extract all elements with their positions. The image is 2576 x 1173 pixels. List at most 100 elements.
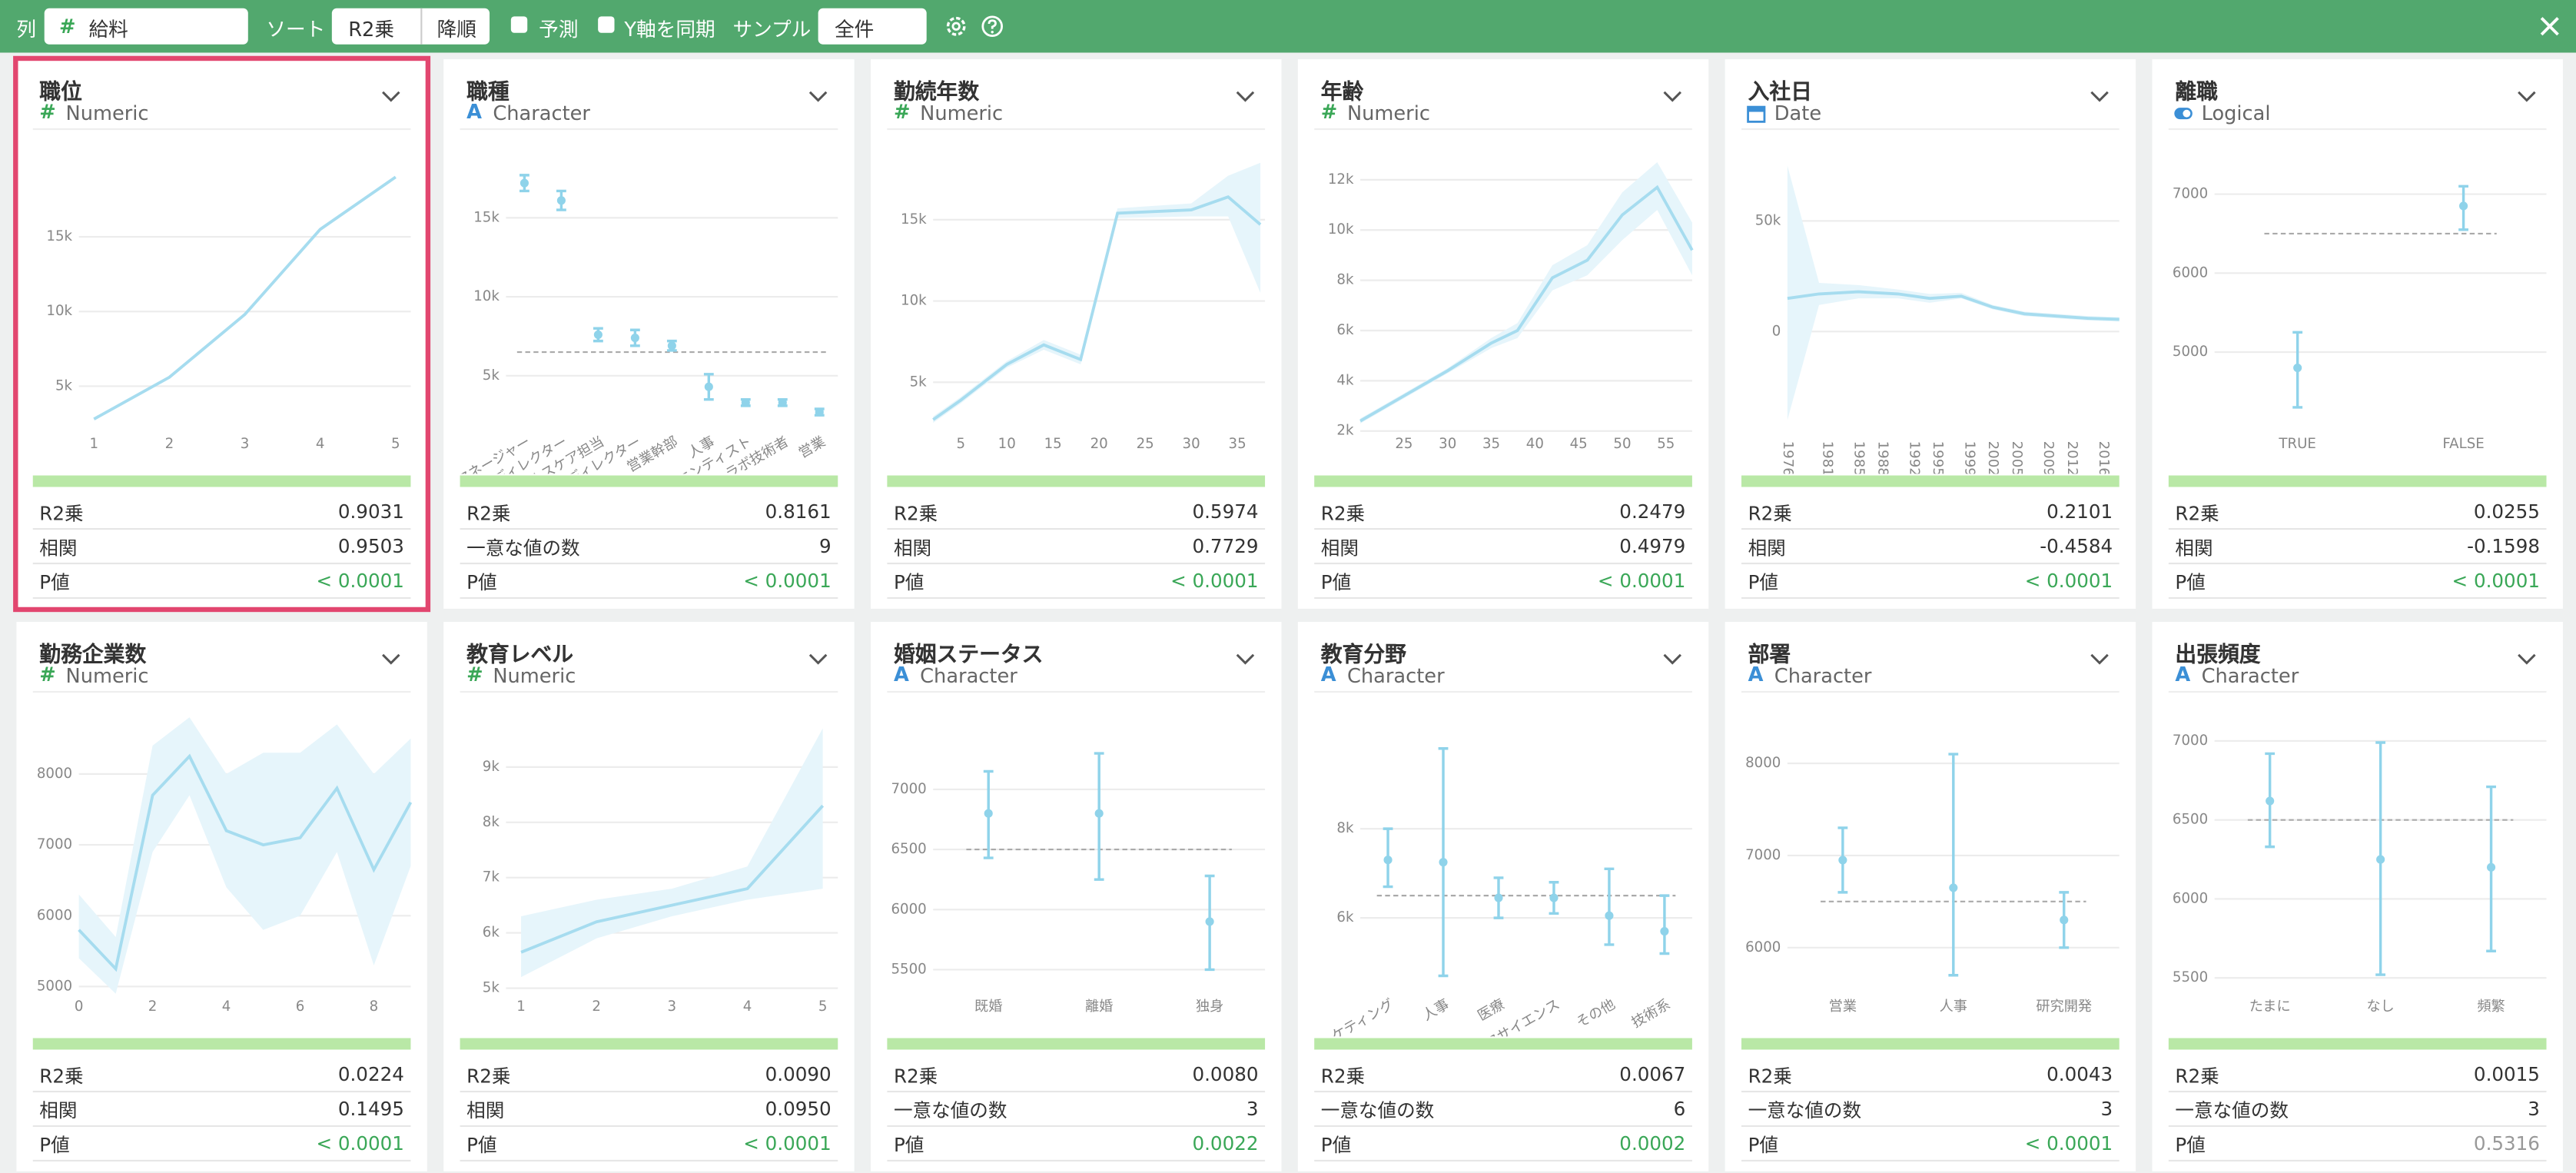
y-tick-label: 7000: [891, 781, 926, 797]
x-tick-label: 55: [1657, 436, 1675, 452]
expand-icon[interactable]: [1236, 652, 1256, 668]
divider: [1741, 128, 2120, 131]
expand-icon[interactable]: [2090, 652, 2110, 668]
stat-row: 相関 0.0950: [460, 1091, 838, 1128]
column-type: Character: [1774, 664, 1872, 688]
mean-point: [593, 330, 603, 339]
mean-point: [1838, 856, 1847, 865]
divider: [2168, 690, 2547, 693]
stat-value: -0.1598: [2467, 534, 2540, 558]
x-tick-label: 1: [89, 436, 98, 452]
stat-row: R2乗 0.0043: [1741, 1056, 2120, 1093]
x-tick-label: 2: [148, 999, 158, 1015]
y-tick-label: 4k: [1336, 372, 1354, 388]
column-card[interactable]: 職位 Numeric # R2乗 0.9031 相関 0.9503 P値 < 0.0001 5k 1…: [13, 55, 431, 613]
stat-label: R2乗: [39, 501, 84, 525]
column-card[interactable]: 教育分野 Character A R2乗 0.0067 一意な値の数 6 P値 0.0002 6k…: [1297, 622, 1709, 1171]
close-icon[interactable]: [2538, 15, 2561, 38]
chevron: [1663, 653, 1681, 665]
column-type: Character: [493, 101, 590, 125]
stat-label: 一意な値の数: [893, 1098, 1007, 1122]
y-tick-label: 5500: [891, 961, 926, 977]
x-tick-label: 3: [241, 436, 250, 452]
column-card[interactable]: 勤務企業数 Numeric # R2乗 0.0224 相関 0.1495 P値 < 0.0001…: [16, 622, 427, 1171]
column-select[interactable]: # 給料: [44, 8, 248, 45]
value: R2乗: [348, 18, 395, 42]
stat-row: P値 < 0.0001: [1741, 1125, 2120, 1162]
expand-icon[interactable]: [1662, 89, 1682, 105]
stat-label: 一意な値の数: [466, 536, 580, 560]
stat-row: R2乗 0.0067: [1314, 1056, 1692, 1093]
column-type: Numeric: [493, 664, 576, 688]
checkbox[interactable]: [510, 16, 528, 33]
y-tick-label: 8k: [483, 814, 500, 830]
card-title: 年齢: [1320, 80, 1364, 105]
column-card[interactable]: 入社日 Date R2乗 0.2101 相関 -0.4584 P値 < 0.0001 0 50k 1…: [1725, 59, 2136, 609]
column-card[interactable]: 出張頻度 Character A R2乗 0.0015 一意な値の数 3 P値 0.5316 55…: [2152, 622, 2563, 1171]
stat-label: R2乗: [1748, 1064, 1792, 1088]
trend-line: [78, 753, 413, 972]
label: サンプル: [732, 18, 812, 42]
value: 降順: [437, 18, 476, 42]
settings-icon[interactable]: [944, 15, 968, 38]
score-bar: [887, 1038, 1266, 1050]
y-tick-label: 5000: [37, 978, 72, 994]
column-card[interactable]: 教育レベル Numeric # R2乗 0.0090 相関 0.0950 P値 < 0.0001…: [443, 622, 855, 1171]
y-tick-label: 10k: [901, 293, 927, 309]
column-card[interactable]: 勤続年数 Numeric # R2乗 0.5974 相関 0.7729 P値 < 0.0001 5…: [871, 59, 1282, 609]
stat-value: < 0.0001: [2024, 1131, 2113, 1155]
stat-label: P値: [1320, 1133, 1352, 1157]
mean-point: [2486, 862, 2496, 872]
x-tick-label: 1992: [1906, 441, 1922, 474]
label: Y軸を同期: [624, 18, 715, 42]
expand-icon[interactable]: [808, 652, 828, 668]
mean-point: [1949, 883, 1958, 892]
x-tick-label: 45: [1570, 436, 1588, 452]
column-card[interactable]: 職種 Character A R2乗 0.8161 一意な値の数 9 P値 < 0.0001 5k…: [443, 59, 855, 609]
stat-row: P値 0.5316: [2168, 1125, 2547, 1162]
y-tick-label: 15k: [46, 228, 72, 244]
x-tick-label: 技術系: [1629, 996, 1674, 1031]
expand-icon[interactable]: [1662, 652, 1682, 668]
stat-row: 相関 -0.1598: [2168, 528, 2547, 565]
sample-select[interactable]: 全件: [818, 8, 927, 45]
stat-value: < 0.0001: [2452, 569, 2540, 593]
mean-point: [984, 809, 993, 818]
expand-icon[interactable]: [381, 652, 401, 668]
x-tick-label: その他: [1574, 996, 1618, 1031]
column-card[interactable]: 部署 Character A R2乗 0.0043 一意な値の数 3 P値 < 0.0001 60…: [1725, 622, 2136, 1171]
stat-value: < 0.0001: [316, 1131, 404, 1155]
expand-icon[interactable]: [2517, 652, 2537, 668]
x-tick-label: 10: [998, 436, 1016, 452]
mean-point: [1549, 893, 1559, 902]
expand-icon[interactable]: [808, 89, 828, 105]
stat-row: 相関 -0.4584: [1741, 528, 2120, 565]
label: 予測: [539, 18, 579, 42]
checkbox[interactable]: [598, 16, 615, 33]
stat-label: 相関: [466, 1098, 505, 1122]
mini-chart: 5000 6000 7000 TRUE FALSE: [2173, 184, 2547, 452]
mean-point: [2266, 796, 2275, 806]
expand-icon[interactable]: [2517, 89, 2537, 105]
column-card[interactable]: 婚姻ステータス Character A R2乗 0.0080 一意な値の数 3 P値 0.002…: [871, 622, 1282, 1171]
stat-value: < 0.0001: [743, 569, 832, 593]
help-icon[interactable]: [981, 15, 1004, 38]
mini-chart: 5000 6000 7000 8000 0 2 4 6 8: [37, 717, 413, 1015]
stat-value: 0.7729: [1192, 534, 1259, 558]
value: 全件: [834, 18, 875, 42]
expand-icon[interactable]: [1236, 89, 1256, 105]
column-card[interactable]: 年齢 Numeric # R2乗 0.2479 相関 0.4979 P値 < 0.0001 2k 4…: [1297, 59, 1709, 609]
column-type: Numeric: [65, 101, 149, 125]
stat-value: 0.2479: [1619, 500, 1686, 523]
x-tick-label: 30: [1439, 436, 1456, 452]
expand-icon[interactable]: [381, 89, 401, 105]
mini-chart: 5500 6000 6500 7000 既婚 離婚 独身: [891, 752, 1266, 1015]
error-bar: [1948, 753, 1959, 977]
divider: [1741, 690, 2120, 693]
sort-select[interactable]: R2乗 降順: [331, 8, 490, 45]
x-tick-label: 3: [668, 999, 677, 1015]
column-card[interactable]: 離職 Logical R2乗 0.0255 相関 -0.1598 P値 < 0.0001 500…: [2152, 59, 2563, 609]
expand-icon[interactable]: [2090, 89, 2110, 105]
